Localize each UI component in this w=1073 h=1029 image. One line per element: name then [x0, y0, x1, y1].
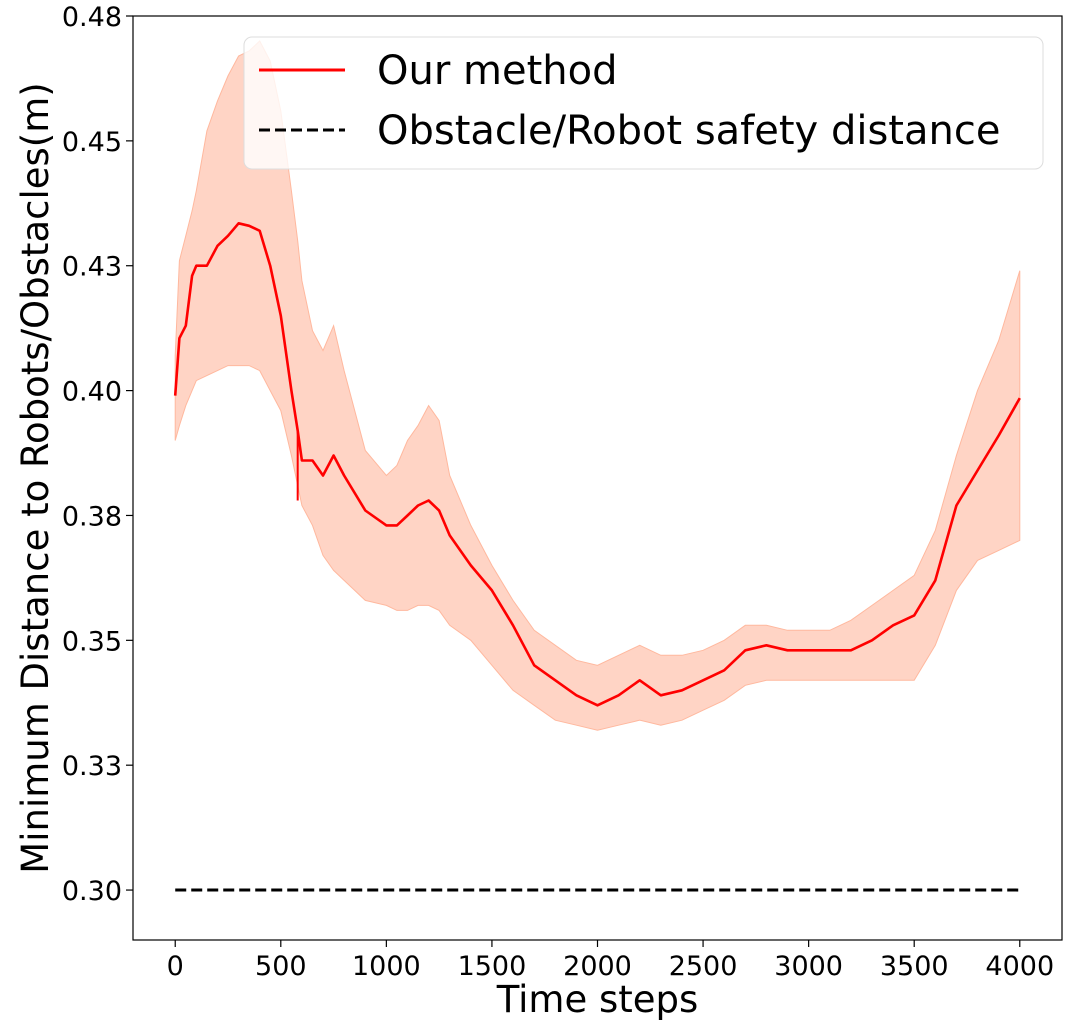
y-tick-label: 0.35 [62, 626, 122, 657]
series-our-method-band [174, 40, 1021, 731]
x-tick-label: 1500 [458, 951, 527, 982]
y-tick-label: 0.38 [62, 501, 122, 532]
legend-label-safety-distance: Obstacle/Robot safety distance [377, 108, 1000, 154]
x-tick-label: 2000 [563, 951, 632, 982]
confidence-band-layer [174, 40, 1021, 731]
y-axis-title: Minimum Distance to Robots/Obstacles(m) [14, 82, 57, 873]
y-tick-label: 0.45 [62, 127, 122, 158]
legend: Our method Obstacle/Robot safety distanc… [243, 36, 1044, 170]
x-tick-label: 500 [255, 951, 307, 982]
y-tick-label: 0.48 [62, 2, 122, 33]
x-axis-ticks: 0 500 1000 1500 2000 2500 3000 3500 4000 [167, 940, 1054, 982]
legend-label-our-method: Our method [377, 48, 617, 94]
x-tick-label: 3000 [774, 951, 843, 982]
y-tick-label: 0.33 [62, 751, 122, 782]
x-tick-label: 0 [167, 951, 184, 982]
y-axis-ticks: 0.30 0.33 0.35 0.38 0.40 0.43 0.45 0.48 [62, 2, 133, 907]
y-tick-label: 0.43 [62, 252, 122, 283]
x-tick-label: 4000 [985, 951, 1054, 982]
y-tick-label: 0.30 [62, 876, 122, 907]
x-tick-label: 3500 [880, 951, 949, 982]
x-axis-title: Time steps [496, 978, 699, 1021]
series-our-method-line [173, 222, 1021, 707]
x-tick-label: 1000 [352, 951, 421, 982]
y-tick-label: 0.40 [62, 377, 122, 408]
x-tick-label: 2500 [669, 951, 738, 982]
legend-box [243, 36, 1044, 170]
line-layer [173, 222, 1021, 892]
